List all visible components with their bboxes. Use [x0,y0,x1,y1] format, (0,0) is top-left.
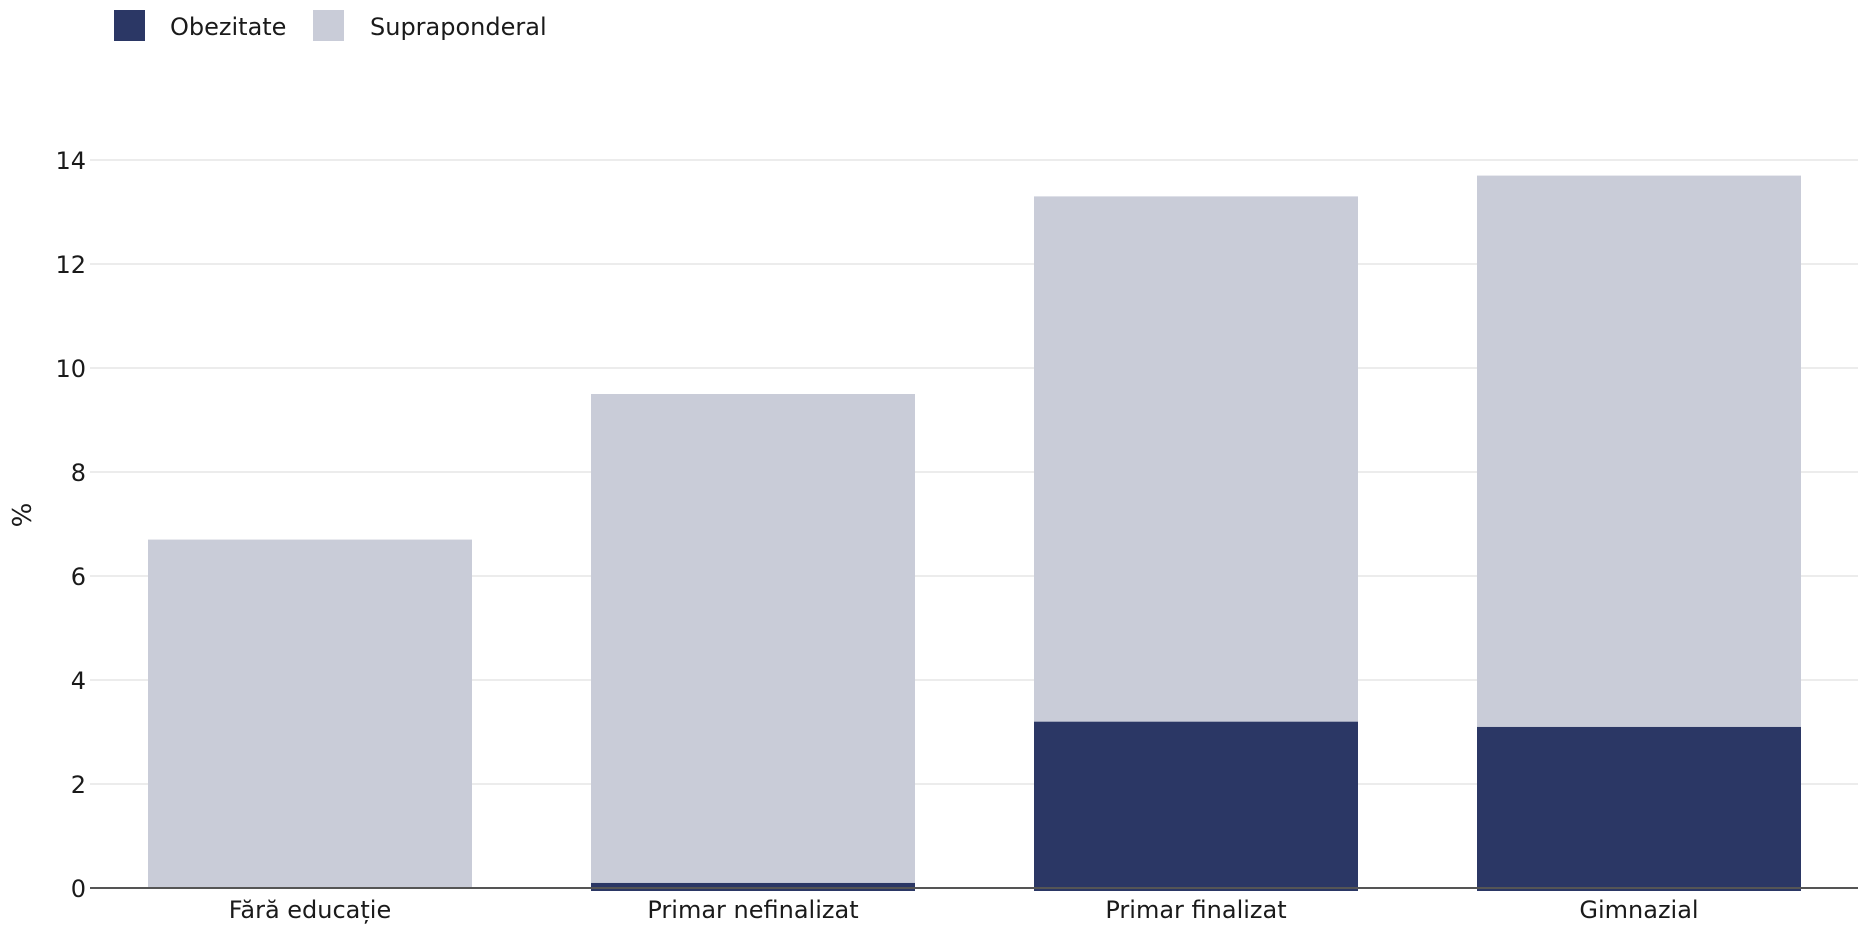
legend-swatch-supraponderal [313,10,344,41]
legend-swatch-obezitate [114,10,145,41]
legend-label-obezitate: Obezitate [170,13,286,41]
x-tick-label: Gimnazial [1579,896,1698,924]
y-axis-label: % [8,503,38,528]
x-tick-label: Primar nefinalizat [647,896,858,924]
bar-supraponderal [148,539,472,888]
y-tick-label: 4 [71,667,86,695]
legend: Obezitate Supraponderal [114,10,547,41]
x-tick-labels: Fără educație Primar nefinalizat Primar fi… [229,896,1699,924]
y-tick-label: 8 [71,459,86,487]
y-tick-label: 14 [55,147,86,175]
x-tick-label: Primar finalizat [1105,896,1286,924]
y-tick-label: 2 [71,771,86,799]
y-tick-label: 10 [55,355,86,383]
y-tick-labels: 0 2 4 6 8 10 12 14 [55,147,86,903]
bar-supraponderal [591,394,915,883]
x-tick-label: Fără educație [229,896,391,924]
bar-obezitate [591,882,915,891]
bar-supraponderal [1477,175,1801,727]
bar-supraponderal [1034,196,1358,722]
bars [148,175,1801,891]
bar-obezitate [1477,726,1801,891]
legend-label-supraponderal: Supraponderal [370,13,547,41]
y-tick-label: 0 [71,875,86,903]
y-tick-label: 12 [55,251,86,279]
y-tick-label: 6 [71,563,86,591]
bar-obezitate [1034,721,1358,891]
